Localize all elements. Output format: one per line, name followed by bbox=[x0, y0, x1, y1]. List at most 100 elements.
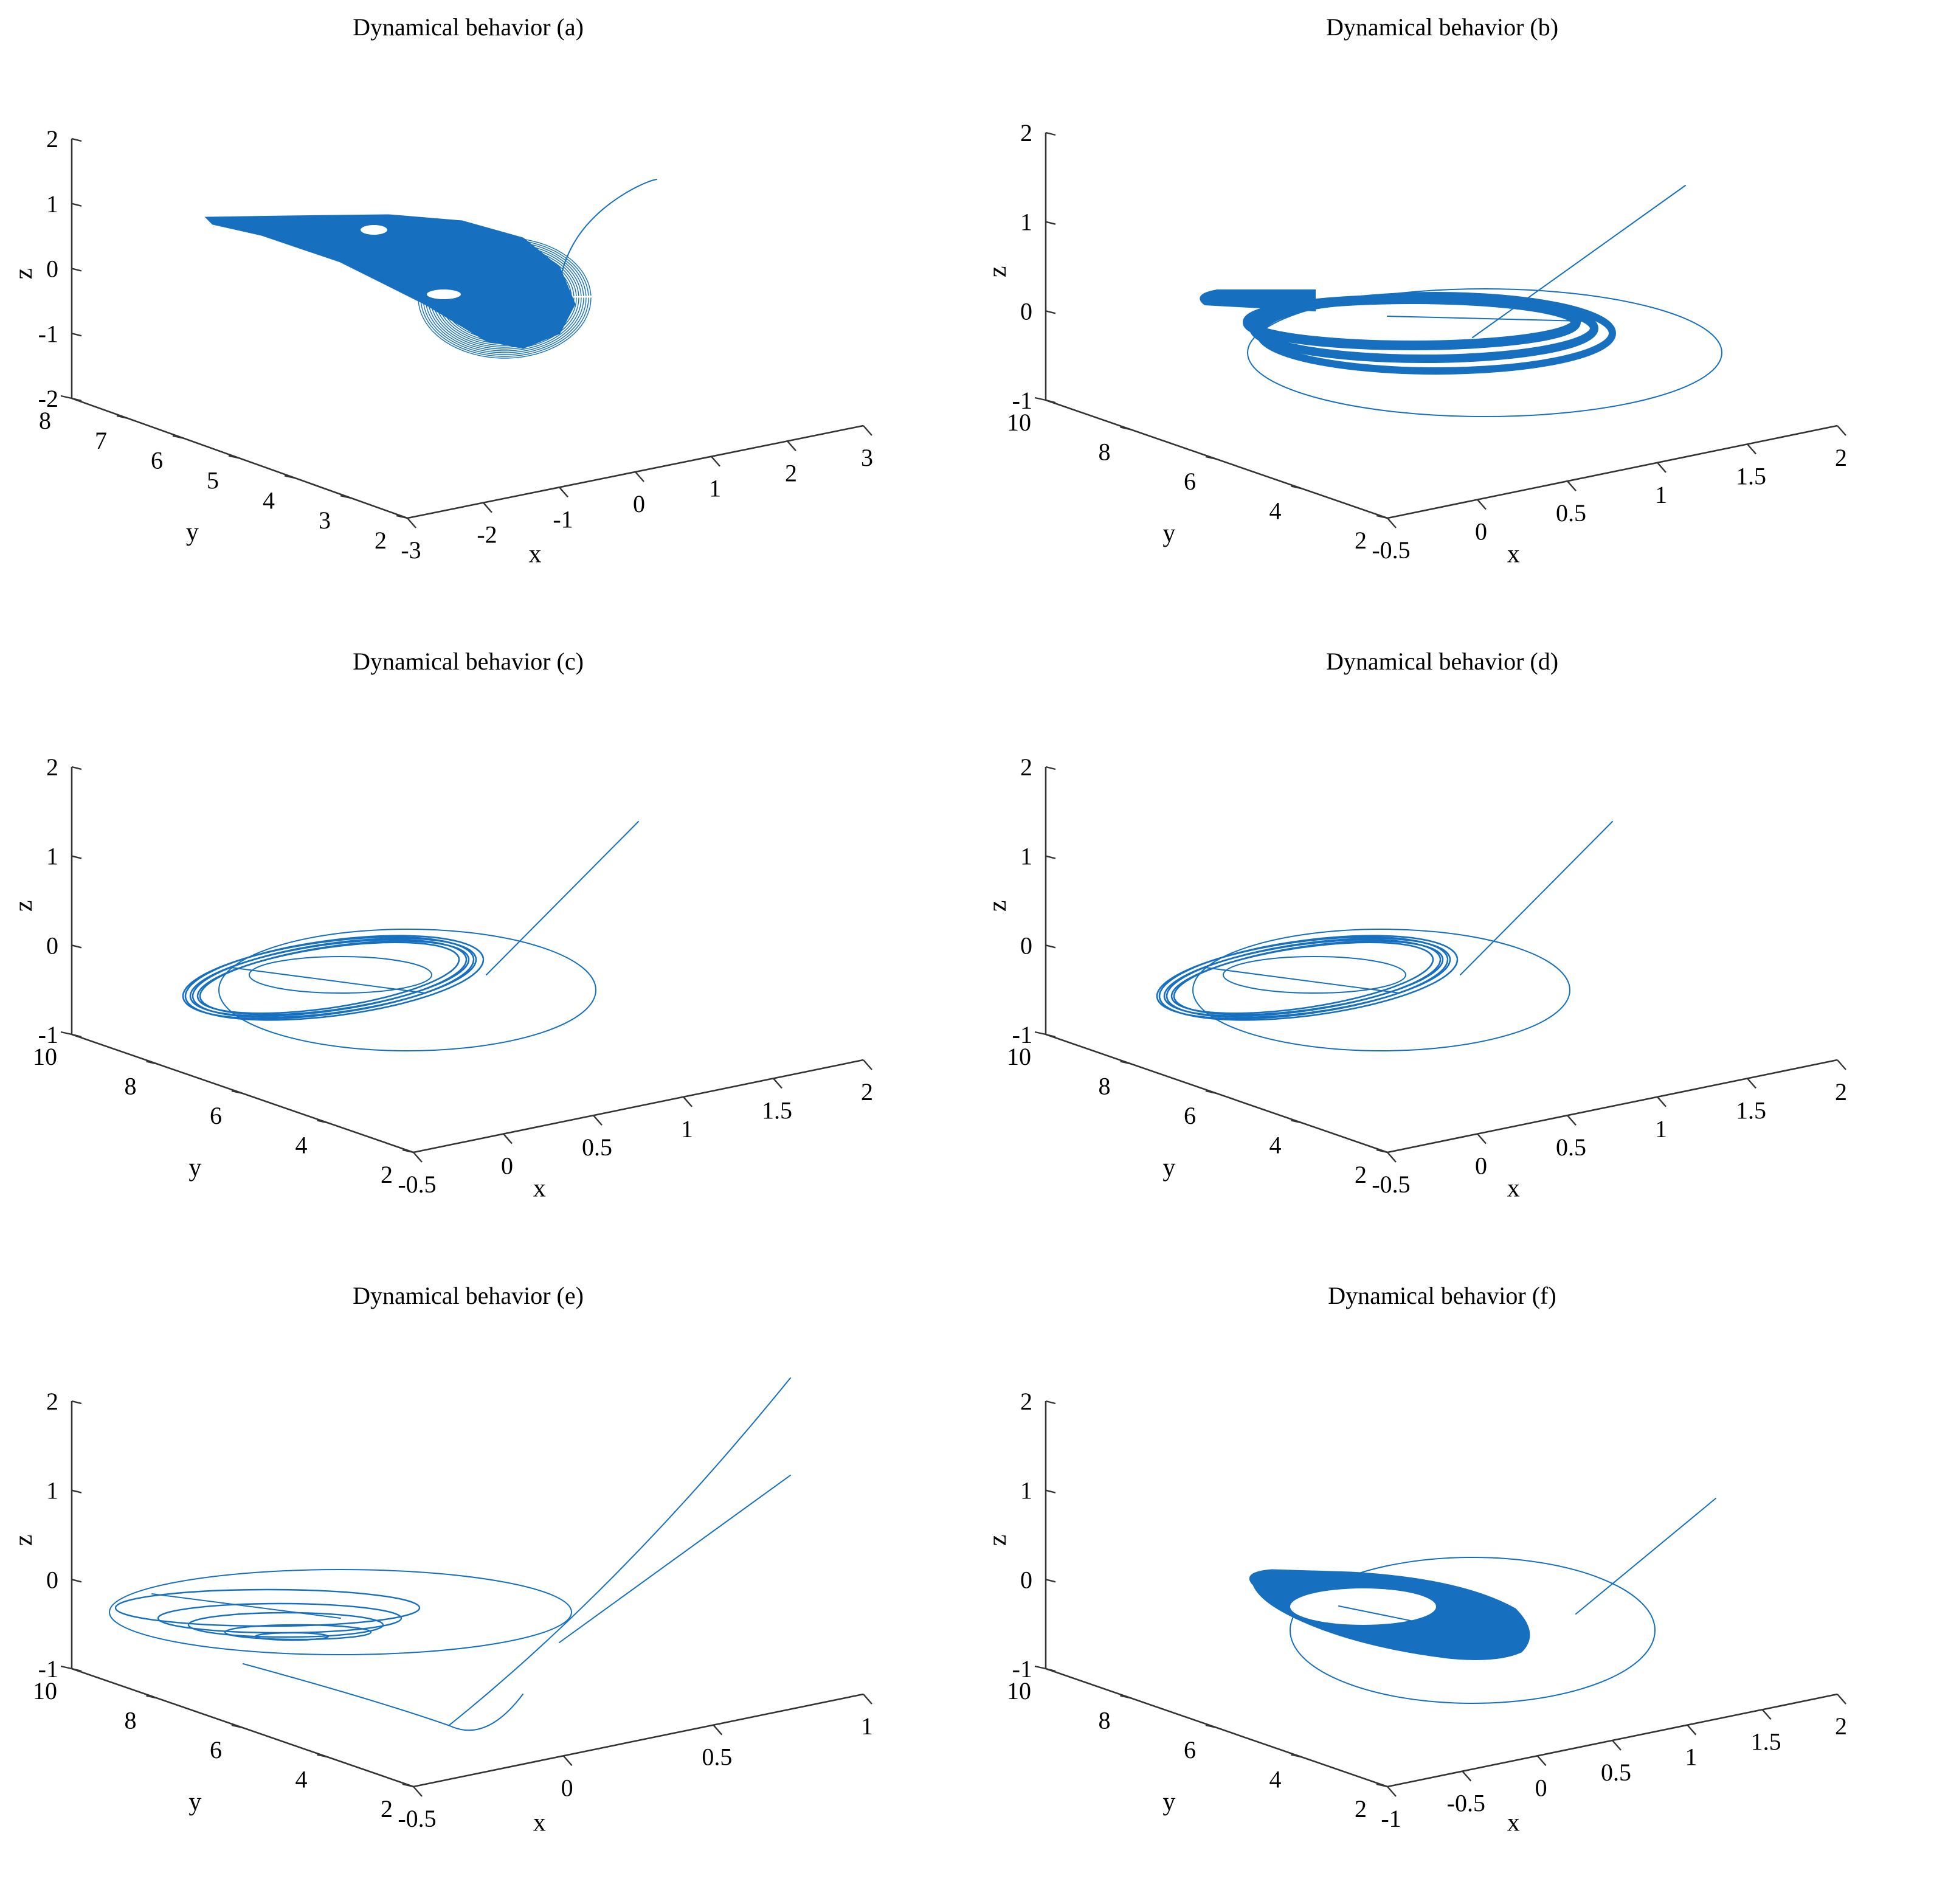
y-tick-mark bbox=[1120, 1061, 1131, 1065]
y-tick-mark bbox=[60, 1665, 72, 1670]
x-tick-mark bbox=[863, 1059, 872, 1070]
x-tick-label: -0.5 bbox=[1372, 536, 1410, 564]
y-tick-label: 4 bbox=[295, 1132, 308, 1159]
x-tick-label: -1 bbox=[1381, 1805, 1401, 1832]
y-tick-label: 6 bbox=[151, 447, 163, 474]
trajectory-chord bbox=[1338, 1605, 1510, 1641]
y-tick-mark bbox=[172, 435, 184, 439]
y-tick-label: 5 bbox=[207, 467, 219, 494]
z-tick-mark bbox=[71, 137, 82, 142]
x-tick-label: 0 bbox=[561, 1774, 573, 1801]
y-tick-label: 8 bbox=[125, 1707, 137, 1734]
z-tick-label: -1 bbox=[38, 1655, 58, 1683]
z-tick-label: -2 bbox=[38, 385, 58, 412]
attractor-loop bbox=[420, 239, 589, 357]
y-tick-mark bbox=[1291, 1754, 1302, 1758]
x-tick-label: 1 bbox=[1655, 1115, 1667, 1143]
z-tick-mark bbox=[1045, 310, 1056, 314]
x-axis-line bbox=[413, 1693, 864, 1788]
y-tick-label: 10 bbox=[1007, 1043, 1031, 1070]
trajectory-transient bbox=[1472, 185, 1686, 338]
x-tick-label: 0.5 bbox=[582, 1134, 612, 1161]
attractor-body bbox=[204, 214, 576, 349]
x-tick-mark bbox=[1761, 1709, 1772, 1720]
z-axis-label: z bbox=[10, 900, 38, 912]
attractor-loop bbox=[1170, 941, 1434, 1014]
attractor-loop bbox=[425, 243, 584, 353]
x-tick-mark bbox=[1837, 425, 1846, 436]
chart-title: Dynamical behavior (f) bbox=[1328, 1282, 1556, 1309]
y-tick-label: 10 bbox=[1007, 409, 1031, 436]
z-tick-label: 2 bbox=[46, 1388, 58, 1415]
x-tick-mark bbox=[635, 471, 644, 482]
x-axis-label: x bbox=[529, 540, 542, 568]
z-axis-label: z bbox=[10, 1534, 38, 1546]
z-axis-label: z bbox=[984, 900, 1012, 912]
attractor-loop bbox=[254, 1632, 330, 1641]
y-tick-mark bbox=[1205, 1724, 1217, 1729]
attractor-loop bbox=[189, 939, 468, 1017]
z-tick-mark bbox=[71, 1489, 82, 1494]
attractor-loop bbox=[427, 244, 582, 351]
x-tick-label: 0 bbox=[633, 490, 645, 518]
y-tick-mark bbox=[1291, 1120, 1302, 1124]
x-tick-mark bbox=[503, 1133, 513, 1144]
attractor-lobe bbox=[1200, 289, 1316, 312]
y-tick-label: 4 bbox=[295, 1766, 308, 1793]
x-axis-label: x bbox=[1507, 540, 1520, 568]
y-tick-mark bbox=[1376, 514, 1388, 519]
chart-title: Dynamical behavior (d) bbox=[1326, 648, 1558, 675]
z-tick-mark bbox=[71, 333, 82, 337]
x-axis-line bbox=[1387, 1059, 1838, 1154]
x-tick-mark bbox=[407, 518, 416, 528]
trajectory-outer-loop bbox=[1290, 1557, 1656, 1704]
x-tick-label: -0.5 bbox=[398, 1171, 436, 1198]
y-tick-label: 2 bbox=[381, 1795, 393, 1823]
chart-e: -0.5 0 0.5 1 2 4 6 8 10-1 0 1 2 x y z Dynamical behavio… bbox=[10, 1282, 873, 1836]
x-tick-mark bbox=[773, 1078, 782, 1089]
attractor-gap bbox=[361, 225, 387, 235]
z-tick-label: -1 bbox=[1012, 1655, 1032, 1683]
y-tick-label: 4 bbox=[1269, 1132, 1282, 1159]
y-tick-label: 2 bbox=[1355, 527, 1367, 554]
attractor-loop bbox=[430, 246, 579, 350]
z-tick-label: 0 bbox=[1020, 1566, 1032, 1593]
z-tick-mark bbox=[71, 766, 82, 770]
z-tick-mark bbox=[1045, 1400, 1056, 1405]
y-tick-label: 8 bbox=[1099, 1073, 1111, 1100]
chart-c: -0.5 0 0.5 1 1.5 2 2 4 6 8 10-1 0 1 2 x y z Dynamical beh… bbox=[10, 648, 873, 1202]
attractor-loop bbox=[1166, 937, 1451, 1019]
chart-title: Dynamical behavior (b) bbox=[1326, 13, 1558, 41]
z-tick-label: 0 bbox=[46, 1566, 58, 1593]
z-tick-label: 2 bbox=[1020, 1388, 1032, 1415]
trajectory-chord bbox=[1387, 316, 1583, 322]
x-tick-mark bbox=[1477, 499, 1487, 510]
trajectory-dip bbox=[243, 1663, 523, 1731]
attractor-loop bbox=[432, 248, 577, 348]
chart-title: Dynamical behavior (a) bbox=[353, 13, 584, 41]
trajectory-transient bbox=[1460, 821, 1613, 975]
x-tick-label: 3 bbox=[861, 444, 873, 471]
z-tick-mark bbox=[71, 944, 82, 949]
trajectory-outer-loop bbox=[218, 929, 596, 1051]
y-tick-mark bbox=[1120, 1695, 1131, 1699]
x-tick-mark bbox=[1462, 1770, 1472, 1782]
attractor-loop bbox=[1163, 939, 1442, 1017]
x-tick-mark bbox=[1747, 443, 1756, 455]
z-tick-label: 1 bbox=[46, 843, 58, 870]
attractor-inner-loop bbox=[249, 956, 432, 994]
x-tick-mark bbox=[1747, 1078, 1756, 1089]
z-tick-mark bbox=[1045, 766, 1056, 770]
z-tick-label: 1 bbox=[1020, 1477, 1032, 1504]
y-axis-label: y bbox=[1162, 519, 1175, 547]
y-tick-mark bbox=[231, 1724, 243, 1729]
x-tick-label: 1.5 bbox=[762, 1096, 792, 1124]
z-tick-mark bbox=[1045, 1033, 1056, 1038]
x-tick-mark bbox=[593, 1115, 603, 1126]
z-tick-mark bbox=[1045, 1667, 1056, 1672]
y-tick-mark bbox=[146, 1695, 157, 1699]
y-tick-mark bbox=[60, 1031, 72, 1036]
x-tick-mark bbox=[1657, 1096, 1667, 1107]
y-tick-mark bbox=[1205, 455, 1217, 460]
